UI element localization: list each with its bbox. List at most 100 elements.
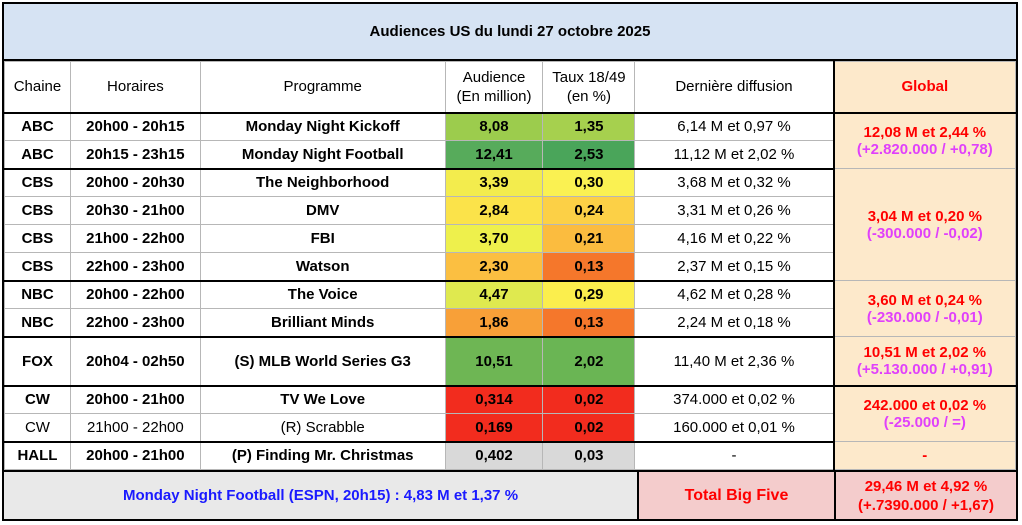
page-title: Audiences US du lundi 27 octobre 2025 xyxy=(4,4,1016,61)
header-programme: Programme xyxy=(199,61,446,114)
cell-taux: 0,24 xyxy=(542,196,636,225)
cell-horaires: 20h00 - 20h30 xyxy=(69,168,201,197)
header-global: Global xyxy=(832,61,1016,114)
cell-horaires: 20h00 - 20h15 xyxy=(69,112,201,141)
table-row: ABC 20h00 - 20h15 Monday Night Kickoff 8… xyxy=(4,112,1016,169)
global-cbs-line2: (-300.000 / -0,02) xyxy=(866,224,983,242)
cell-derniere: 11,12 M et 2,02 % xyxy=(634,140,835,170)
header-taux: Taux 18/49 (en %) xyxy=(542,61,636,114)
table-row: ABC 20h15 - 23h15 Monday Night Football … xyxy=(4,140,1016,170)
table-row: CBS 21h00 - 22h00 FBI 3,70 0,21 4,16 M e… xyxy=(4,224,1016,253)
header-taux-line2: (en %) xyxy=(566,87,612,105)
footer-divider xyxy=(4,470,1016,472)
cell-programme: (R) Scrabble xyxy=(199,413,446,443)
header-audience: Audience (En million) xyxy=(444,61,544,114)
cell-audience: 0,314 xyxy=(444,385,544,414)
cell-derniere: 160.000 et 0,01 % xyxy=(634,413,835,443)
cell-programme: (S) MLB World Series G3 xyxy=(199,336,446,387)
global-fox-line1: 10,51 M et 2,02 % xyxy=(863,343,987,361)
cell-audience: 1,86 xyxy=(444,308,544,338)
cell-derniere: 3,31 M et 0,26 % xyxy=(634,196,835,225)
table-row: CBS 20h30 - 21h00 DMV 2,84 0,24 3,31 M e… xyxy=(4,196,1016,225)
cell-taux: 2,02 xyxy=(542,336,636,387)
table-row: NBC 22h00 - 23h00 Brilliant Minds 1,86 0… xyxy=(4,308,1016,338)
espn-note: Monday Night Football (ESPN, 20h15) : 4,… xyxy=(4,472,639,519)
global-abc: 12,08 M et 2,44 % (+2.820.000 / +0,78) xyxy=(832,112,1016,169)
cell-audience: 4,47 xyxy=(444,280,544,309)
cell-programme: DMV xyxy=(199,196,446,225)
table-row: CW 20h00 - 21h00 TV We Love 0,314 0,02 3… xyxy=(4,385,1016,442)
cell-horaires: 20h15 - 23h15 xyxy=(69,140,201,170)
cell-audience: 8,08 xyxy=(444,112,544,141)
cell-chaine: CBS xyxy=(4,224,71,253)
cell-derniere: - xyxy=(634,441,835,470)
cell-programme: FBI xyxy=(199,224,446,253)
cell-programme: TV We Love xyxy=(199,385,446,414)
cell-chaine: ABC xyxy=(4,140,71,170)
cell-programme: Watson xyxy=(199,252,446,282)
global-fox: 10,51 M et 2,02 % (+5.130.000 / +0,91) xyxy=(832,336,1016,387)
global-cw-line1: 242.000 et 0,02 % xyxy=(863,396,987,414)
global-cbs-line1: 3,04 M et 0,20 % xyxy=(867,207,982,225)
cell-audience: 0,402 xyxy=(444,441,544,470)
cell-taux: 0,02 xyxy=(542,385,636,414)
cell-derniere: 2,37 M et 0,15 % xyxy=(634,252,835,282)
global-cw-line2: (-25.000 / =) xyxy=(883,413,966,431)
cell-horaires: 22h00 - 23h00 xyxy=(69,252,201,282)
cell-taux: 2,53 xyxy=(542,140,636,170)
cell-taux: 0,02 xyxy=(542,413,636,443)
header-chaine: Chaine xyxy=(4,61,71,114)
header-row: Chaine Horaires Programme Audience (En mi… xyxy=(4,61,1016,114)
cell-audience: 2,84 xyxy=(444,196,544,225)
global-nbc-line2: (-230.000 / -0,01) xyxy=(866,308,983,326)
global-cbs: 3,04 M et 0,20 % (-300.000 / -0,02) xyxy=(832,168,1016,281)
header-horaires: Horaires xyxy=(69,61,201,114)
total-big-five-label: Total Big Five xyxy=(639,472,836,519)
global-abc-line1: 12,08 M et 2,44 % xyxy=(863,123,987,141)
cell-horaires: 21h00 - 22h00 xyxy=(69,224,201,253)
table-row: NBC 20h00 - 22h00 The Voice 4,47 0,29 4,… xyxy=(4,280,1016,337)
cell-taux: 1,35 xyxy=(542,112,636,141)
cell-chaine: NBC xyxy=(4,280,71,309)
cell-taux: 0,03 xyxy=(542,441,636,470)
header-taux-line1: Taux 18/49 xyxy=(552,68,626,86)
table-row: CBS 20h00 - 20h30 The Neighborhood 3,39 … xyxy=(4,168,1016,281)
cell-derniere: 4,62 M et 0,28 % xyxy=(634,280,835,309)
cell-programme: Monday Night Kickoff xyxy=(199,112,446,141)
table-row: CBS 22h00 - 23h00 Watson 2,30 0,13 2,37 … xyxy=(4,252,1016,282)
table-row: CW 21h00 - 22h00 (R) Scrabble 0,169 0,02… xyxy=(4,413,1016,443)
cell-derniere: 11,40 M et 2,36 % xyxy=(634,336,835,387)
cell-horaires: 21h00 - 22h00 xyxy=(69,413,201,443)
cell-derniere: 6,14 M et 0,97 % xyxy=(634,112,835,141)
global-abc-line2: (+2.820.000 / +0,78) xyxy=(856,140,993,158)
cell-taux: 0,13 xyxy=(542,252,636,282)
cell-chaine: CBS xyxy=(4,196,71,225)
table-row: HALL 20h00 - 21h00 (P) Finding Mr. Chris… xyxy=(4,441,1016,470)
cell-horaires: 20h00 - 21h00 xyxy=(69,385,201,414)
cell-audience: 10,51 xyxy=(444,336,544,387)
cell-audience: 2,30 xyxy=(444,252,544,282)
cell-programme: The Voice xyxy=(199,280,446,309)
total-line2: (+.7390.000 / +1,67) xyxy=(858,496,994,514)
cell-chaine: ABC xyxy=(4,112,71,141)
header-audience-line2: (En million) xyxy=(456,87,532,105)
global-hall: - xyxy=(832,441,1016,470)
cell-taux: 0,29 xyxy=(542,280,636,309)
cell-programme: Monday Night Football xyxy=(199,140,446,170)
global-cw: 242.000 et 0,02 % (-25.000 / =) xyxy=(832,385,1016,442)
cell-audience: 12,41 xyxy=(444,140,544,170)
cell-programme: The Neighborhood xyxy=(199,168,446,197)
header-derniere: Dernière diffusion xyxy=(634,61,835,114)
cell-audience: 3,39 xyxy=(444,168,544,197)
audience-table: Chaine Horaires Programme Audience (En mi… xyxy=(4,61,1016,470)
cell-derniere: 2,24 M et 0,18 % xyxy=(634,308,835,338)
cell-chaine: CW xyxy=(4,385,71,414)
cell-horaires: 20h00 - 21h00 xyxy=(69,441,201,470)
cell-derniere: 4,16 M et 0,22 % xyxy=(634,224,835,253)
cell-programme: (P) Finding Mr. Christmas xyxy=(199,441,446,470)
total-big-five-value: 29,46 M et 4,92 % (+.7390.000 / +1,67) xyxy=(836,472,1016,519)
header-audience-line1: Audience xyxy=(462,68,526,86)
cell-taux: 0,30 xyxy=(542,168,636,197)
cell-programme: Brilliant Minds xyxy=(199,308,446,338)
cell-horaires: 20h04 - 02h50 xyxy=(69,336,201,387)
